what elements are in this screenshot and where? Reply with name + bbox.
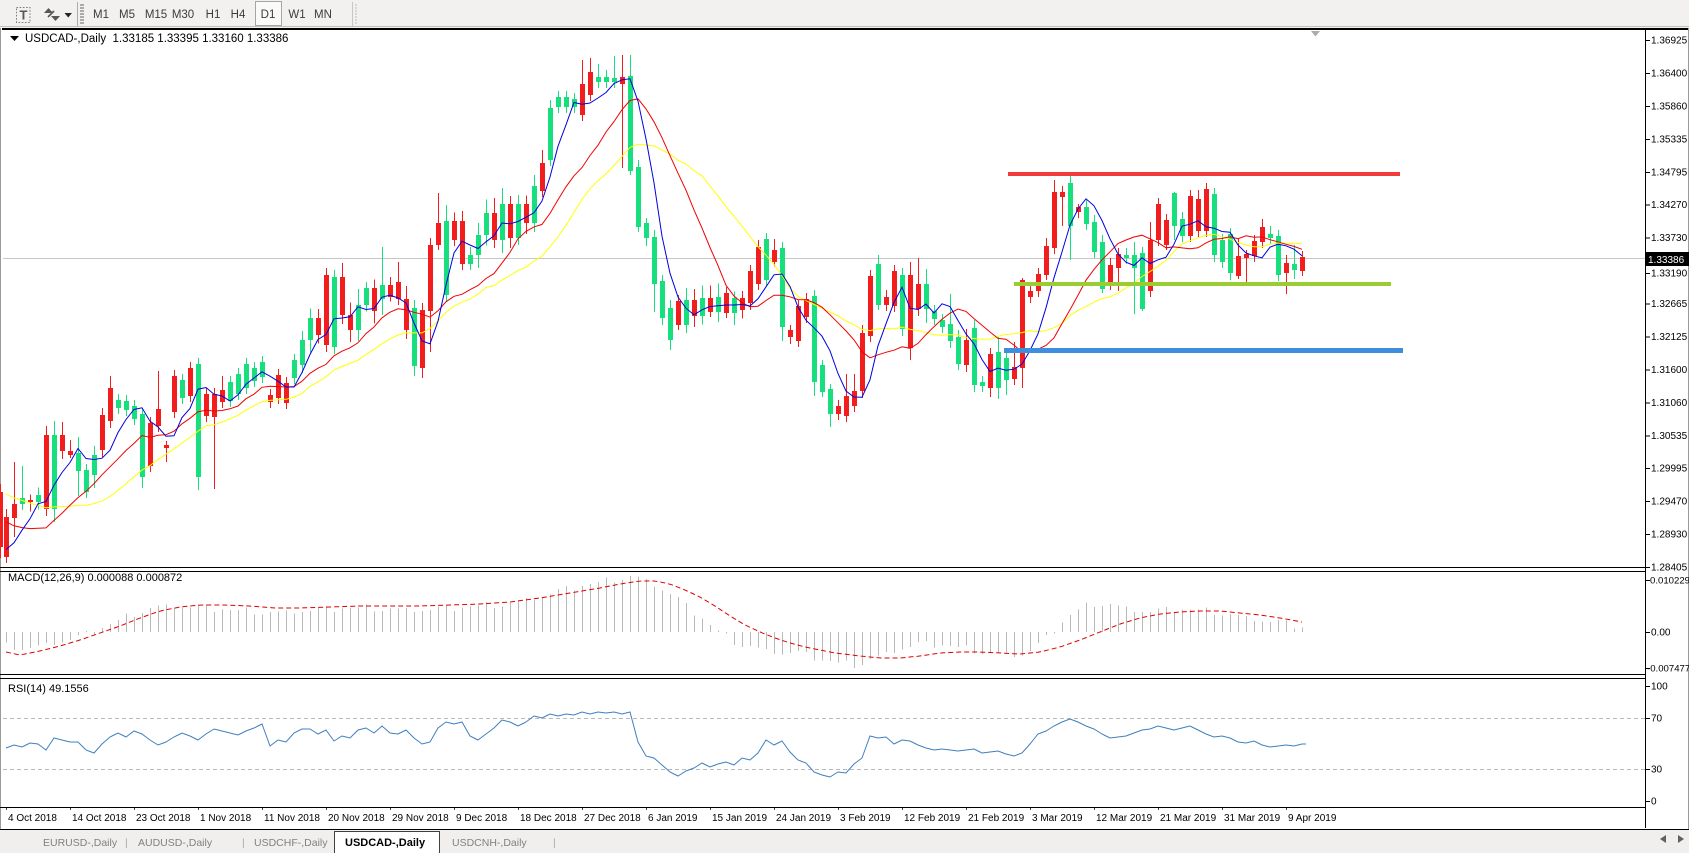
svg-text:1.31060: 1.31060 bbox=[1651, 398, 1688, 409]
svg-text:|: | bbox=[242, 837, 245, 849]
svg-text:MACD(12,26,9) 0.000088 0.00087: MACD(12,26,9) 0.000088 0.000872 bbox=[8, 572, 182, 584]
svg-text:1.33730: 1.33730 bbox=[1651, 233, 1688, 244]
svg-text:1.35860: 1.35860 bbox=[1651, 101, 1688, 112]
svg-text:MN: MN bbox=[314, 9, 332, 21]
svg-text:12 Mar 2019: 12 Mar 2019 bbox=[1096, 813, 1153, 824]
svg-text:1.31600: 1.31600 bbox=[1651, 365, 1688, 376]
svg-text:1.36400: 1.36400 bbox=[1651, 68, 1688, 79]
svg-text:T: T bbox=[20, 8, 28, 23]
svg-text:27 Dec 2018: 27 Dec 2018 bbox=[584, 813, 641, 824]
svg-text:1.32125: 1.32125 bbox=[1651, 332, 1688, 343]
svg-text:1.33386: 1.33386 bbox=[1648, 255, 1685, 266]
svg-text:3 Feb 2019: 3 Feb 2019 bbox=[840, 813, 891, 824]
svg-text:29 Nov 2018: 29 Nov 2018 bbox=[392, 813, 449, 824]
svg-text:EURUSD-,Daily: EURUSD-,Daily bbox=[43, 837, 118, 849]
svg-text:1.33190: 1.33190 bbox=[1651, 269, 1688, 280]
svg-text:20 Nov 2018: 20 Nov 2018 bbox=[328, 813, 385, 824]
svg-text:12 Feb 2019: 12 Feb 2019 bbox=[904, 813, 961, 824]
svg-text:D1: D1 bbox=[261, 9, 276, 21]
svg-text:9 Dec 2018: 9 Dec 2018 bbox=[456, 813, 508, 824]
svg-text:-0.007477: -0.007477 bbox=[1647, 664, 1689, 675]
svg-text:1.29995: 1.29995 bbox=[1651, 464, 1688, 475]
svg-text:AUDUSD-,Daily: AUDUSD-,Daily bbox=[138, 837, 213, 849]
svg-text:M15: M15 bbox=[145, 9, 167, 21]
svg-text:1.32665: 1.32665 bbox=[1651, 299, 1688, 310]
svg-text:|: | bbox=[553, 837, 556, 849]
svg-text:1.30535: 1.30535 bbox=[1651, 431, 1688, 442]
svg-text:21 Mar 2019: 21 Mar 2019 bbox=[1160, 813, 1217, 824]
svg-text:USDCHF-,Daily: USDCHF-,Daily bbox=[254, 837, 328, 849]
svg-text:H4: H4 bbox=[231, 9, 246, 21]
svg-text:4 Oct 2018: 4 Oct 2018 bbox=[8, 813, 57, 824]
svg-text:6 Jan 2019: 6 Jan 2019 bbox=[648, 813, 698, 824]
svg-text:USDCAD-,Daily 1.33185 1.33395: USDCAD-,Daily 1.33185 1.33395 1.33160 1.… bbox=[25, 33, 288, 45]
svg-text:24 Jan 2019: 24 Jan 2019 bbox=[776, 813, 831, 824]
svg-text:3 Mar 2019: 3 Mar 2019 bbox=[1032, 813, 1083, 824]
svg-text:1.28405: 1.28405 bbox=[1651, 563, 1688, 574]
svg-text:1.28930: 1.28930 bbox=[1651, 530, 1688, 541]
svg-text:100: 100 bbox=[1651, 682, 1668, 693]
svg-text:15 Jan 2019: 15 Jan 2019 bbox=[712, 813, 767, 824]
svg-text:1 Nov 2018: 1 Nov 2018 bbox=[200, 813, 252, 824]
svg-text:70: 70 bbox=[1651, 714, 1663, 725]
svg-text:RSI(14) 49.1556: RSI(14) 49.1556 bbox=[8, 683, 89, 695]
svg-text:H1: H1 bbox=[206, 9, 221, 21]
svg-text:11 Nov 2018: 11 Nov 2018 bbox=[264, 813, 320, 824]
svg-text:31 Mar 2019: 31 Mar 2019 bbox=[1224, 813, 1281, 824]
svg-text:1.35335: 1.35335 bbox=[1651, 134, 1688, 145]
svg-text:M5: M5 bbox=[119, 9, 135, 21]
svg-text:1.29470: 1.29470 bbox=[1651, 497, 1688, 508]
svg-text:0.010229: 0.010229 bbox=[1650, 576, 1689, 587]
svg-text:0: 0 bbox=[1651, 797, 1657, 808]
svg-text:M30: M30 bbox=[172, 9, 194, 21]
svg-text:18 Dec 2018: 18 Dec 2018 bbox=[520, 813, 577, 824]
svg-text:1.34270: 1.34270 bbox=[1651, 200, 1688, 211]
svg-text:M1: M1 bbox=[93, 9, 109, 21]
svg-text:USDCAD-,Daily: USDCAD-,Daily bbox=[345, 837, 426, 849]
svg-text:14 Oct 2018: 14 Oct 2018 bbox=[72, 813, 127, 824]
svg-text:|: | bbox=[125, 837, 128, 849]
svg-text:21 Feb 2019: 21 Feb 2019 bbox=[968, 813, 1025, 824]
svg-text:9 Apr 2019: 9 Apr 2019 bbox=[1288, 813, 1337, 824]
svg-text:0.00: 0.00 bbox=[1651, 628, 1671, 639]
svg-text:1.36925: 1.36925 bbox=[1651, 36, 1688, 47]
svg-text:1.34795: 1.34795 bbox=[1651, 167, 1688, 178]
svg-text:W1: W1 bbox=[288, 9, 305, 21]
svg-text:23 Oct 2018: 23 Oct 2018 bbox=[136, 813, 191, 824]
svg-text:USDCNH-,Daily: USDCNH-,Daily bbox=[452, 837, 527, 849]
svg-text:30: 30 bbox=[1651, 765, 1663, 776]
